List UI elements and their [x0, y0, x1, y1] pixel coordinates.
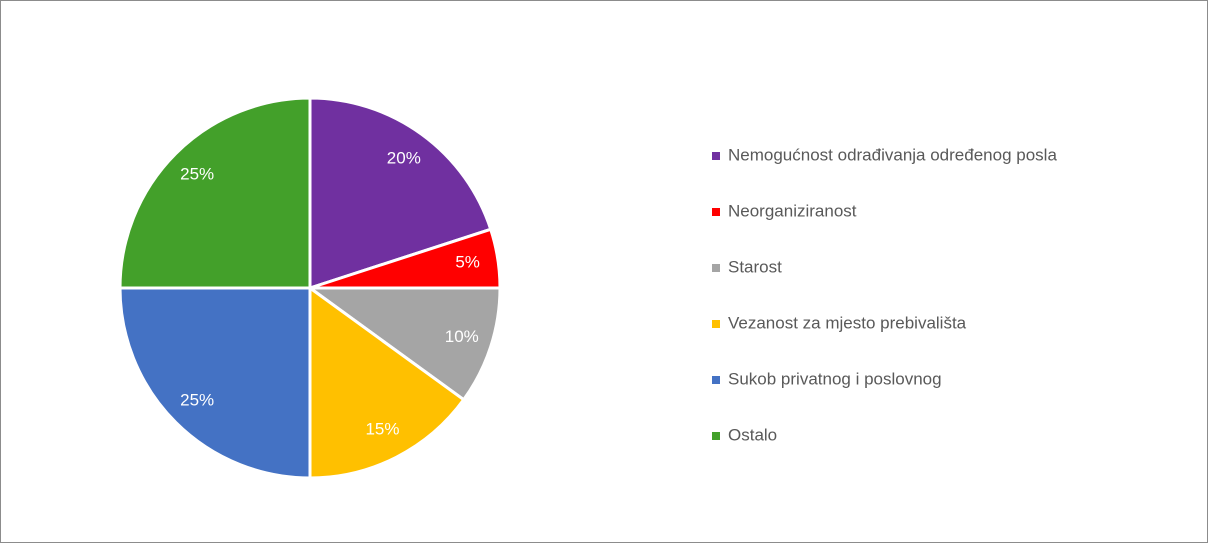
legend-marker — [712, 208, 720, 216]
legend-marker — [712, 320, 720, 328]
legend-marker — [712, 152, 720, 160]
legend-label: Neorganiziranost — [728, 201, 857, 220]
data-label: 15% — [365, 420, 399, 439]
legend-label: Starost — [728, 257, 782, 276]
pie-slice — [118, 96, 312, 290]
data-label: 10% — [445, 327, 479, 346]
legend-label: Ostalo — [728, 425, 777, 444]
pie-slice — [308, 285, 466, 480]
pie-slice — [305, 286, 502, 402]
legend-label: Vezanost za mjesto prebivališta — [728, 313, 967, 332]
legend-label: Nemogućnost odrađivanja određenog posla — [728, 145, 1057, 164]
pie-slice — [118, 286, 312, 480]
legend-marker — [712, 264, 720, 272]
pie-slice — [308, 96, 493, 291]
data-label: 5% — [455, 253, 480, 272]
data-label: 20% — [387, 148, 421, 167]
data-label: 25% — [180, 165, 214, 184]
legend-marker — [712, 432, 720, 440]
legend-label: Sukob privatnog i poslovnog — [728, 369, 942, 388]
legend-marker — [712, 376, 720, 384]
data-label: 25% — [180, 390, 214, 409]
